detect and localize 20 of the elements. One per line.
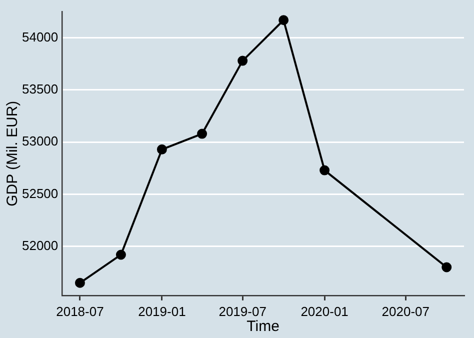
y-tick-label: 54000 xyxy=(22,29,58,44)
point xyxy=(116,250,126,260)
y-axis-title: GDP (Mil. EUR) xyxy=(4,100,22,206)
x-axis-title: Time xyxy=(246,318,280,336)
point xyxy=(278,15,289,26)
point xyxy=(320,165,330,176)
point xyxy=(238,56,248,66)
point xyxy=(442,262,452,272)
x-tick-label: 2018-07 xyxy=(56,304,104,319)
y-tick-label: 52500 xyxy=(22,186,58,201)
x-tick-label: 2020-07 xyxy=(382,304,430,319)
point xyxy=(197,128,208,139)
point xyxy=(156,144,167,154)
x-tick-label: 2019-07 xyxy=(218,304,266,319)
point xyxy=(74,278,85,288)
y-tick-label: 53500 xyxy=(22,82,58,97)
x-tick-label: 2020-01 xyxy=(300,304,348,319)
y-tick-label: 52000 xyxy=(22,238,58,253)
y-tick-label: 53000 xyxy=(22,134,58,149)
x-tick-label: 2019-01 xyxy=(138,304,186,319)
